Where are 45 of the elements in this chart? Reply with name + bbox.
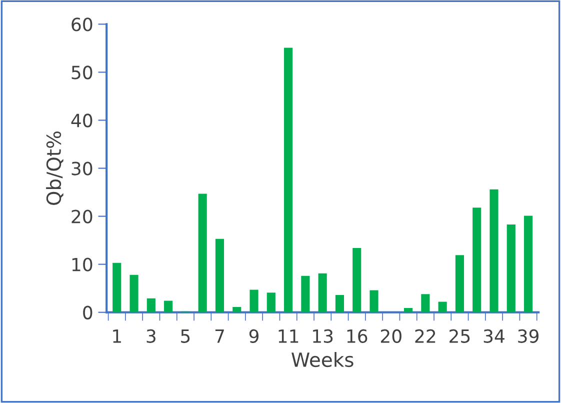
x-tick-label: 9: [249, 329, 258, 343]
bar: [455, 255, 464, 312]
bar: [198, 194, 207, 312]
x-tick-label: 20: [380, 329, 402, 343]
y-tick-label: 40: [71, 114, 92, 128]
x-tick-label: 22: [415, 329, 436, 343]
x-tick-label: 5: [181, 330, 190, 343]
x-tick-label: 34: [484, 329, 504, 343]
bar: [438, 302, 447, 312]
bar: [490, 189, 498, 312]
y-tick-label: 10: [72, 258, 92, 272]
bar: [524, 216, 533, 312]
y-axis-title: Qb/Qt%: [46, 132, 64, 205]
bar: [421, 294, 430, 312]
bar: [318, 273, 327, 312]
bar: [215, 238, 224, 312]
bar: [250, 290, 258, 312]
x-tick-label: 1: [113, 330, 121, 343]
y-tick-label: 20: [72, 210, 92, 224]
bar: [335, 295, 344, 312]
bar: [112, 262, 122, 312]
bar: [506, 224, 516, 312]
bar: [130, 274, 138, 312]
bar: [164, 300, 173, 312]
y-tick-label: 50: [72, 66, 92, 80]
x-axis-title: Weeks: [292, 352, 354, 368]
bar: [232, 307, 242, 312]
x-tick-label: 11: [278, 330, 298, 343]
x-tick-label: 3: [146, 329, 156, 343]
bar: [404, 308, 413, 312]
bar: [472, 208, 482, 312]
bar: [352, 248, 362, 312]
x-tick-label: 25: [450, 329, 470, 343]
bar: [146, 298, 156, 312]
y-tick-label: 30: [72, 162, 92, 176]
x-tick-label: 16: [347, 329, 368, 343]
x-tick-label: 7: [215, 330, 224, 343]
y-tick-label: 60: [72, 18, 92, 32]
bar: [301, 276, 310, 312]
x-tick-label: 13: [313, 329, 333, 343]
y-tick-label: 0: [83, 306, 92, 320]
x-tick-label: 39: [518, 329, 538, 343]
bar: [370, 290, 378, 312]
bar: [266, 292, 276, 312]
bar: [284, 48, 293, 312]
